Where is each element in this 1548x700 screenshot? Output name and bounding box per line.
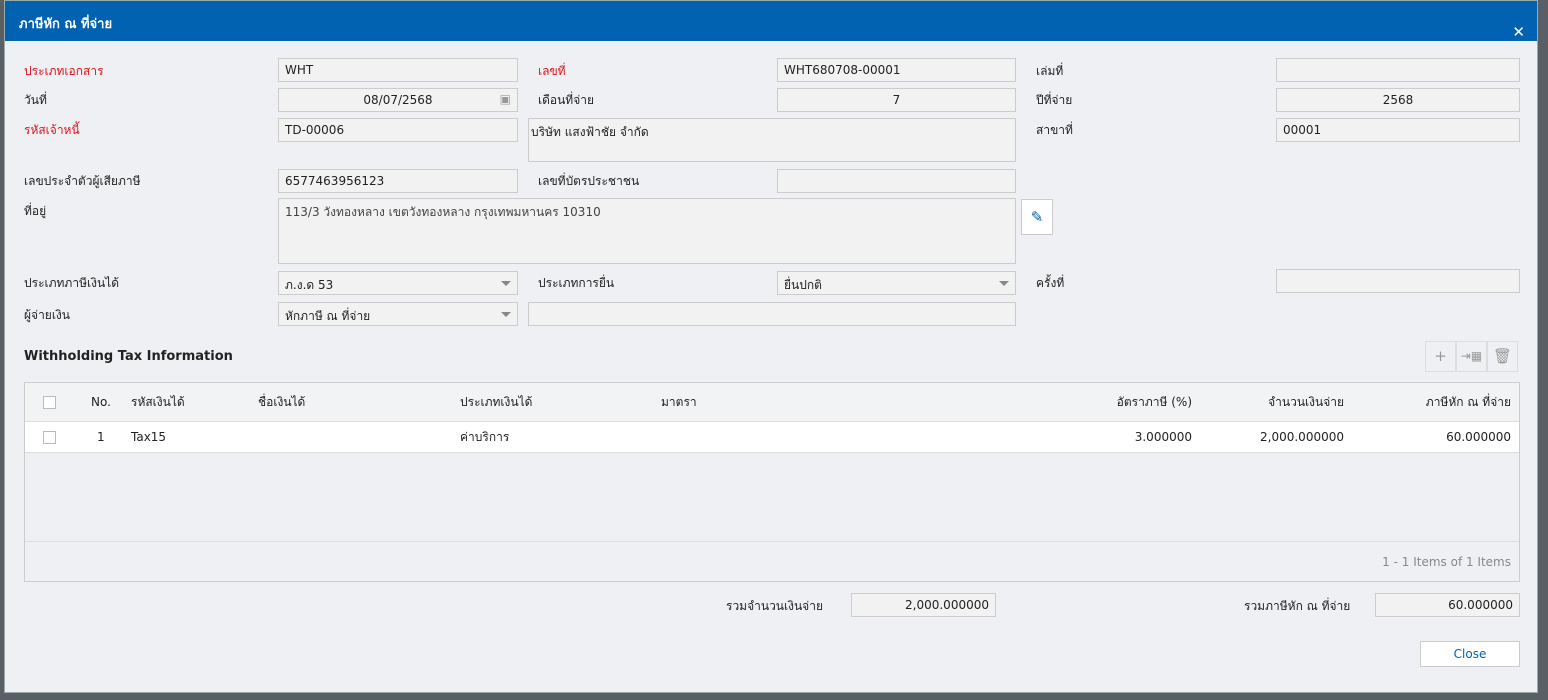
date-label: วันที่ [24,93,47,107]
cell-code: Tax15 [131,430,167,444]
date-field[interactable]: 08/07/2568 ▣ [278,88,518,112]
col-amount[interactable]: จำนวนเงินจ่าย [1268,394,1344,409]
tax-id-label: เลขประจำตัวผู้เสียภาษี [24,174,141,188]
col-no[interactable]: No. [91,395,111,409]
withholding-tax-grid: No. รหัสเงินได้ ชื่อเงินได้ ประเภทเงินได… [24,382,1520,582]
creditor-name-field[interactable]: บริษัท แสงฟ้าชัย จำกัด [528,118,1016,162]
id-card-label: เลขที่บัตรประชาชน [538,174,640,188]
trash-icon: 🗑 [1492,347,1513,365]
filing-type-select[interactable]: ยื่นปกติ [777,271,1016,295]
pay-year-label: ปีที่จ่าย [1036,93,1073,107]
dialog-header: ภาษีหัก ณ ที่จ่าย ✕ [5,1,1537,41]
times-label: ครั้งที่ [1036,276,1065,290]
tax-id-field[interactable]: 6577463956123 [278,169,518,193]
row-checkbox[interactable] [43,430,56,444]
grid-pager: 1 - 1 Items of 1 Items [25,541,1519,581]
cell-type: ค่าบริการ [460,429,510,444]
pay-year-field[interactable]: 2568 [1276,88,1520,112]
cell-rate: 3.000000 [1134,430,1192,444]
cell-no: 1 [97,430,105,444]
plus-icon: + [1434,347,1447,365]
cell-amount: 2,000.000000 [1260,430,1344,444]
payer-select[interactable]: หักภาษี ณ ที่จ่าย [278,302,518,326]
col-rate[interactable]: อัตราภาษี (%) [1116,394,1192,409]
insert-row-icon: ⇥▦ [1460,349,1483,363]
book-no-label: เล่มที่ [1036,64,1064,78]
id-card-field[interactable] [777,169,1016,193]
income-tax-type-select[interactable]: ภ.ง.ด 53 [278,271,518,295]
payer-label: ผู้จ่ายเงิน [24,308,70,322]
calendar-icon[interactable]: ▣ [499,92,511,106]
pencil-icon: ✎ [1030,208,1044,226]
doc-type-field[interactable]: WHT [278,58,518,82]
section-title: Withholding Tax Information [24,349,233,364]
address-field[interactable]: 113/3 วังทองหลาง เขตวังทองหลาง กรุงเทพมห… [278,198,1016,264]
total-amount-field: 2,000.000000 [851,593,996,617]
table-row[interactable]: 1 Tax15 ค่าบริการ 3.000000 2,000.000000 … [25,422,1519,453]
pay-month-label: เดือนที่จ่าย [538,93,595,107]
doc-no-field[interactable]: WHT680708-00001 [777,58,1016,82]
col-type[interactable]: ประเภทเงินได้ [460,394,533,409]
withholding-tax-dialog: ภาษีหัก ณ ที่จ่าย ✕ ประเภทเอกสาร WHT เลข… [4,0,1538,693]
col-code[interactable]: รหัสเงินได้ [131,394,185,409]
date-value: 08/07/2568 [363,93,433,107]
doc-type-label: ประเภทเอกสาร [24,64,104,78]
pager-info: 1 - 1 Items of 1 Items [1382,554,1511,569]
total-amount-label: รวมจำนวนเงินจ่าย [726,599,823,613]
income-tax-type-label: ประเภทภาษีเงินได้ [24,276,119,290]
total-tax-label: รวมภาษีหัก ณ ที่จ่าย [1244,599,1351,613]
creditor-code-label: รหัสเจ้าหนี้ [24,123,80,137]
doc-no-label: เลขที่ [538,64,566,78]
filing-type-label: ประเภทการยื่น [538,276,615,290]
payer-extra-field[interactable] [528,302,1016,326]
edit-address-button[interactable]: ✎ [1021,199,1053,235]
book-no-field[interactable] [1276,58,1520,82]
col-tax[interactable]: ภาษีหัก ณ ที่จ่าย [1425,394,1511,409]
dialog-title: ภาษีหัก ณ ที่จ่าย [19,17,113,32]
col-name[interactable]: ชื่อเงินได้ [258,394,306,409]
delete-row-button[interactable]: 🗑 [1487,341,1518,372]
select-all-checkbox[interactable] [43,395,56,409]
creditor-code-field[interactable]: TD-00006 [278,118,518,142]
address-label: ที่อยู่ [24,204,47,218]
times-field[interactable] [1276,269,1520,293]
grid-header: No. รหัสเงินได้ ชื่อเงินได้ ประเภทเงินได… [25,383,1519,422]
col-section[interactable]: มาตรา [661,394,697,409]
close-button[interactable]: Close [1420,641,1520,667]
cell-tax: 60.000000 [1446,430,1511,444]
branch-label: สาขาที่ [1036,123,1073,137]
insert-row-button[interactable]: ⇥▦ [1456,341,1487,372]
total-tax-field: 60.000000 [1375,593,1520,617]
branch-field[interactable]: 00001 [1276,118,1520,142]
add-row-button[interactable]: + [1425,341,1456,372]
close-icon[interactable]: ✕ [1512,23,1525,41]
pay-month-field[interactable]: 7 [777,88,1016,112]
